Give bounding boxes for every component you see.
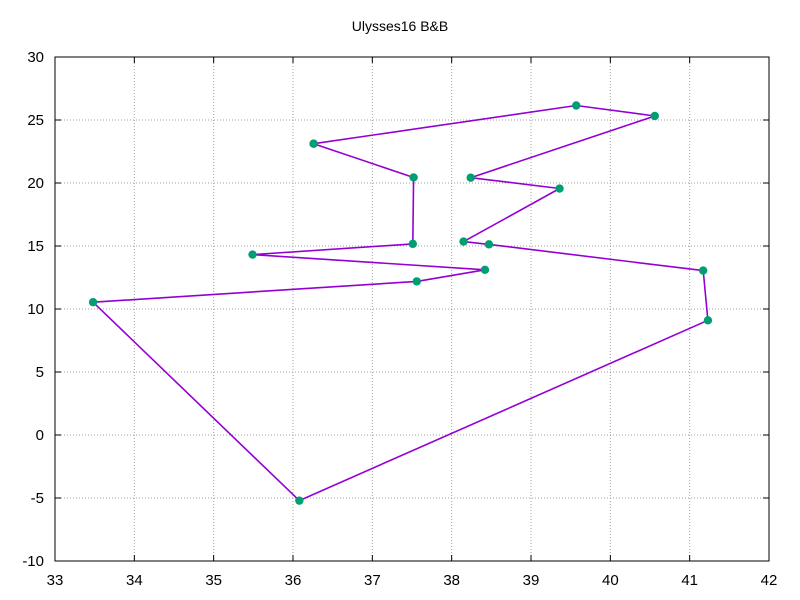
chart-title: Ulysses16 B&B	[351, 18, 449, 34]
city-point	[309, 139, 318, 148]
city-point	[698, 266, 708, 275]
x-tick-label: 37	[364, 572, 381, 589]
city-point	[459, 237, 468, 246]
x-tick-label: 39	[523, 572, 540, 589]
x-tick-label: 35	[205, 572, 222, 589]
y-tick-label: 0	[36, 427, 44, 444]
city-point	[409, 173, 418, 182]
city-point	[650, 111, 659, 121]
city-point	[412, 277, 421, 286]
city-point	[466, 173, 475, 182]
city-point	[572, 101, 581, 110]
city-point	[248, 250, 257, 259]
y-tick-label: 30	[27, 49, 44, 66]
x-tick-label: 40	[602, 572, 619, 589]
grid-lines	[55, 57, 769, 561]
tour-line	[92, 104, 709, 502]
y-tick-label: 5	[36, 364, 44, 381]
y-tick-label: 20	[27, 175, 44, 192]
city-point	[555, 184, 564, 193]
city-point	[295, 496, 304, 505]
y-tick-label: 15	[27, 238, 44, 255]
x-tick-label: 33	[47, 572, 64, 589]
city-point	[703, 316, 713, 325]
city-point	[408, 239, 417, 249]
y-tick-label: -10	[22, 553, 44, 570]
city-point	[88, 297, 98, 307]
tick-marks	[54, 56, 770, 562]
y-tick-label: 10	[27, 301, 44, 318]
x-tick-label: 38	[443, 572, 460, 589]
series-group	[88, 101, 713, 505]
x-tick-label: 34	[126, 572, 143, 589]
x-tick-label: 41	[681, 572, 698, 589]
city-point	[480, 265, 490, 275]
y-tick-label: -5	[31, 490, 44, 507]
city-point	[484, 240, 494, 249]
x-tick-labels: 33 34 35 36 37 38 39 40 41 42	[47, 572, 778, 589]
x-tick-label: 36	[285, 572, 302, 589]
x-tick-label: 42	[761, 572, 778, 589]
y-tick-label: 25	[27, 112, 44, 129]
y-tick-labels: -10 -5 0 5 10 15 20 25 30	[22, 49, 44, 570]
